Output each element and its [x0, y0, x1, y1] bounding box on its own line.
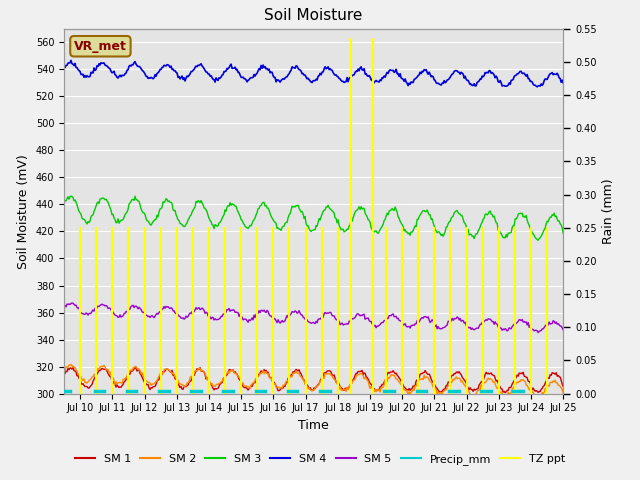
Title: Soil Moisture: Soil Moisture: [264, 9, 363, 24]
Text: VR_met: VR_met: [74, 40, 127, 53]
X-axis label: Time: Time: [298, 419, 329, 432]
Y-axis label: Soil Moisture (mV): Soil Moisture (mV): [17, 154, 30, 269]
Legend: SM 1, SM 2, SM 3, SM 4, SM 5, Precip_mm, TZ ppt: SM 1, SM 2, SM 3, SM 4, SM 5, Precip_mm,…: [70, 450, 570, 469]
Y-axis label: Rain (mm): Rain (mm): [602, 179, 615, 244]
